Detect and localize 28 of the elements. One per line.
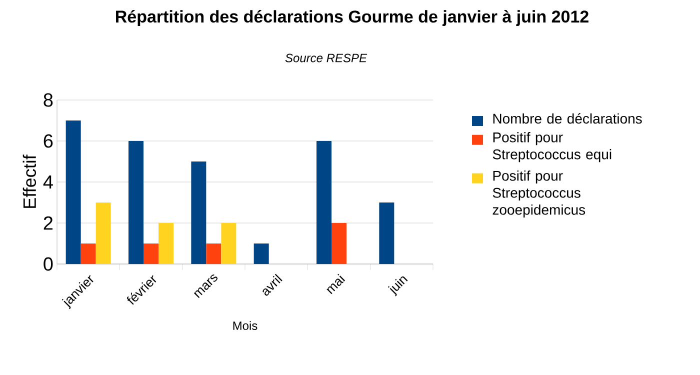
y-tick-label: 4: [43, 175, 53, 189]
x-tick-label: juin: [388, 276, 408, 296]
bar: [66, 120, 81, 264]
y-tick-label: 6: [44, 134, 53, 148]
y-tick-label: 2: [44, 216, 53, 230]
bar: [158, 223, 174, 264]
bar: [316, 141, 332, 264]
bar: [332, 223, 347, 264]
y-axis-title: Effectif: [22, 154, 36, 208]
x-axis-title: Mois: [233, 321, 258, 330]
bar: [191, 162, 206, 264]
bar: [128, 141, 144, 264]
legend-label: Positif pour Streptococcus equi: [492, 132, 612, 162]
y-tick-label: 8: [44, 93, 53, 107]
bar: [80, 244, 96, 264]
legend-label: Nombre de déclarations: [493, 113, 642, 124]
bar: [379, 202, 394, 264]
chart-title: Répartition des déclarations Gourme de janvier à juin 2012: [116, 10, 588, 26]
x-tick-label: avril: [262, 274, 282, 296]
chart-subtitle: Source RESPE: [285, 54, 368, 62]
bar: [206, 244, 222, 264]
bar: [144, 244, 159, 264]
bar: [254, 244, 269, 264]
x-tick-label: mai: [326, 274, 346, 294]
bar: [96, 202, 111, 264]
legend-label: Positif pour Streptococcus zooepidemicus: [492, 170, 586, 218]
bar: [221, 223, 236, 264]
y-tick-label: 0: [44, 257, 53, 271]
